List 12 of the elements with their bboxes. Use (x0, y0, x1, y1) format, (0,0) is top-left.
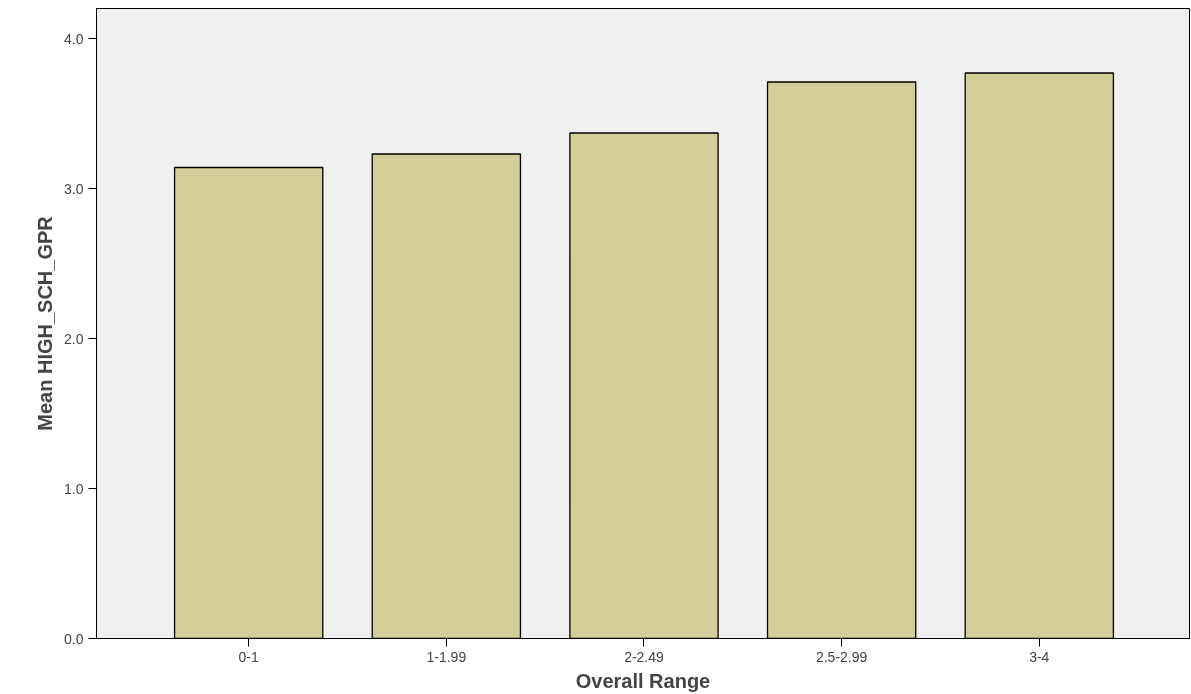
x-tick-label: 0-1 (238, 648, 260, 665)
x-tick-label: 3-4 (1029, 648, 1050, 665)
x-tick-label: 2-2.49 (624, 648, 665, 665)
y-tick-label: 3.0 (64, 180, 84, 197)
x-tick-label: 2.5-2.99 (815, 648, 868, 665)
y-tick-label: 1.0 (64, 480, 84, 497)
y-tick-label: 2.0 (64, 330, 84, 347)
y-tick-label: 0.0 (64, 630, 84, 647)
y-axis-title: Mean HIGH_SCH_GPR (34, 215, 57, 431)
x-tick-label: 1-1.99 (426, 648, 467, 665)
y-tick-label: 4.0 (64, 30, 84, 47)
x-axis-title: Overall Range (575, 669, 711, 692)
